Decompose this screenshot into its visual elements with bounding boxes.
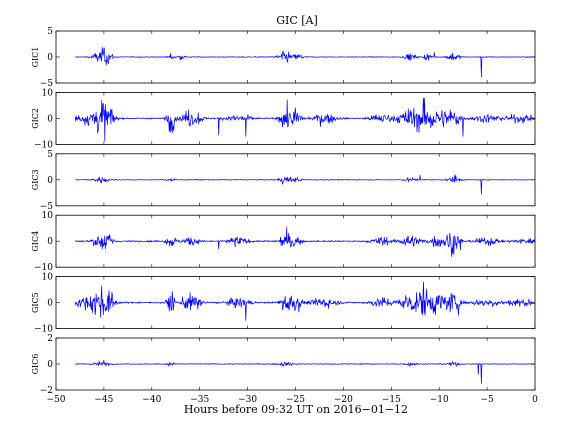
y-tick-label: 0	[47, 360, 53, 370]
x-tick-label: −30	[238, 395, 257, 405]
y-tick-label: −10	[34, 140, 53, 150]
y-tick-label: −2	[40, 386, 53, 396]
y-tick-label: 0	[47, 299, 53, 309]
y-tick-label: 10	[42, 211, 54, 221]
y-tick-label: −5	[40, 79, 54, 89]
x-tick-label: −50	[47, 395, 66, 405]
x-tick-label: −5	[480, 395, 494, 405]
series-line-5	[74, 281, 535, 321]
series-line-3	[75, 174, 535, 195]
y-tick-label: 10	[42, 273, 54, 283]
panel-4: 10 0 −10 GIC4	[31, 211, 536, 273]
y-tick-label: 5	[47, 27, 53, 37]
x-axis: −50 −45 −40 −35 −30 −25 −20 −15 −10 −5 0	[47, 395, 539, 405]
chart-title: GIC [A]	[276, 14, 318, 27]
panel-6: 2 0 −2 GIC6	[31, 334, 536, 396]
series-line-4	[74, 227, 535, 257]
panel-2: 10 0 −10 GIC2	[31, 88, 536, 150]
y-tick-label: 0	[47, 176, 53, 186]
y-tick-label: 0	[47, 114, 53, 124]
y-axis-label: GIC6	[31, 354, 40, 375]
y-tick-label: 10	[42, 88, 54, 98]
panel-1: 5 0 −5 GIC1	[31, 27, 536, 89]
x-tick-label: −40	[142, 395, 161, 405]
y-tick-label: 0	[47, 53, 53, 63]
series-line-1	[75, 47, 535, 78]
y-axis-label: GIC3	[31, 169, 40, 190]
x-tick-label: −10	[430, 395, 449, 405]
y-tick-label: −10	[34, 325, 53, 335]
y-tick-label: −5	[40, 202, 54, 212]
y-axis-label: GIC4	[31, 231, 40, 252]
series-line-6	[75, 360, 535, 384]
x-tick-label: −45	[94, 395, 113, 405]
y-axis-label: GIC5	[31, 292, 40, 313]
y-tick-label: −10	[34, 263, 53, 273]
y-axis-label: GIC1	[31, 47, 40, 68]
x-tick-label: −15	[382, 395, 401, 405]
x-tick-label: 0	[532, 395, 538, 405]
panel-5: 10 0 −10 GIC5	[31, 273, 536, 335]
x-tick-label: −25	[286, 395, 305, 405]
panels: 5 0 −5 GIC1 10 0 −10 GIC2 5 0 −5 GIC3 10 0 −10 GIC4 10 0 −…	[31, 27, 536, 396]
y-tick-label: 5	[47, 150, 53, 160]
x-tick-label: −35	[190, 395, 209, 405]
x-tick-label: −20	[334, 395, 353, 405]
y-tick-label: 2	[47, 334, 53, 344]
series-line-2	[74, 97, 535, 142]
y-tick-label: 0	[47, 237, 53, 247]
y-axis-label: GIC2	[31, 108, 40, 129]
panel-3: 5 0 −5 GIC3	[31, 150, 536, 212]
x-axis-label: Hours before 09:32 UT on 2016−01−12	[184, 403, 408, 416]
